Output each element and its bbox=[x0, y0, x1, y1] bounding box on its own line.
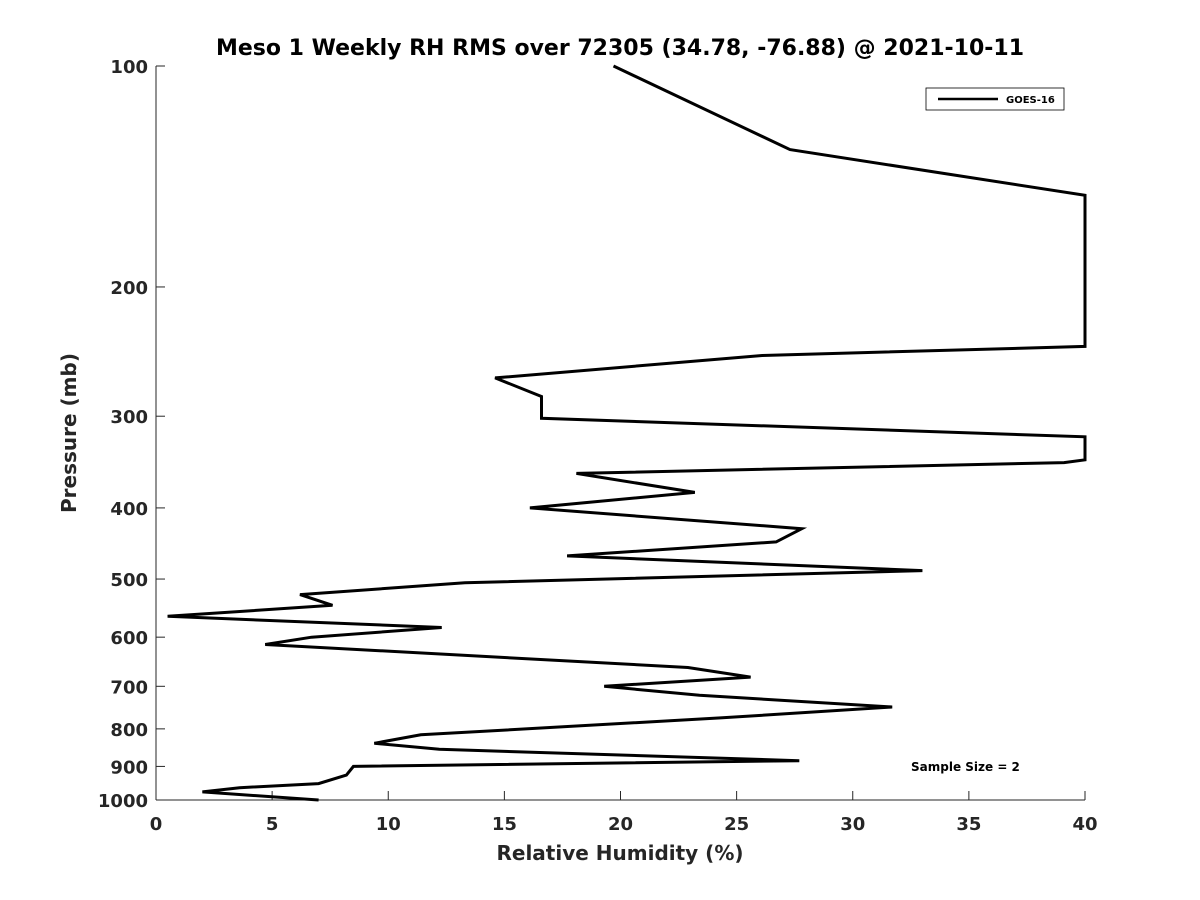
y-axis-label: Pressure (mb) bbox=[57, 353, 81, 513]
y-tick-label: 300 bbox=[110, 407, 148, 428]
y-tick-label: 1000 bbox=[98, 791, 148, 812]
x-axis-label: Relative Humidity (%) bbox=[496, 841, 743, 865]
y-tick-label: 500 bbox=[110, 570, 148, 591]
sample-size-annotation: Sample Size = 2 bbox=[911, 760, 1020, 774]
x-axis-ticks: 0 5 10 15 20 25 30 35 40 bbox=[150, 791, 1098, 835]
y-tick-label: 900 bbox=[110, 757, 148, 778]
y-tick-label: 200 bbox=[110, 278, 148, 299]
x-tick-label: 0 bbox=[150, 814, 163, 835]
x-tick-label: 30 bbox=[840, 814, 865, 835]
x-tick-label: 10 bbox=[376, 814, 401, 835]
x-tick-label: 35 bbox=[956, 814, 981, 835]
y-tick-label: 100 bbox=[110, 57, 148, 78]
x-tick-label: 20 bbox=[608, 814, 633, 835]
y-tick-label: 700 bbox=[110, 677, 148, 698]
series-layer bbox=[167, 64, 1087, 802]
y-tick-label: 600 bbox=[110, 628, 148, 649]
legend: GOES-16 bbox=[925, 87, 1065, 111]
x-tick-label: 15 bbox=[492, 814, 517, 835]
series-line-goes-16 bbox=[167, 64, 1087, 802]
x-tick-label: 25 bbox=[724, 814, 749, 835]
y-axis-ticks: 100 200 300 400 500 600 700 800 900 1000 bbox=[98, 57, 165, 812]
y-tick-label: 400 bbox=[110, 499, 148, 520]
legend-label-goes-16: GOES-16 bbox=[1006, 95, 1055, 106]
chart-title: Meso 1 Weekly RH RMS over 72305 (34.78, … bbox=[216, 36, 1024, 61]
x-tick-label: 40 bbox=[1072, 814, 1097, 835]
x-tick-label: 5 bbox=[266, 814, 279, 835]
y-tick-label: 800 bbox=[110, 720, 148, 741]
